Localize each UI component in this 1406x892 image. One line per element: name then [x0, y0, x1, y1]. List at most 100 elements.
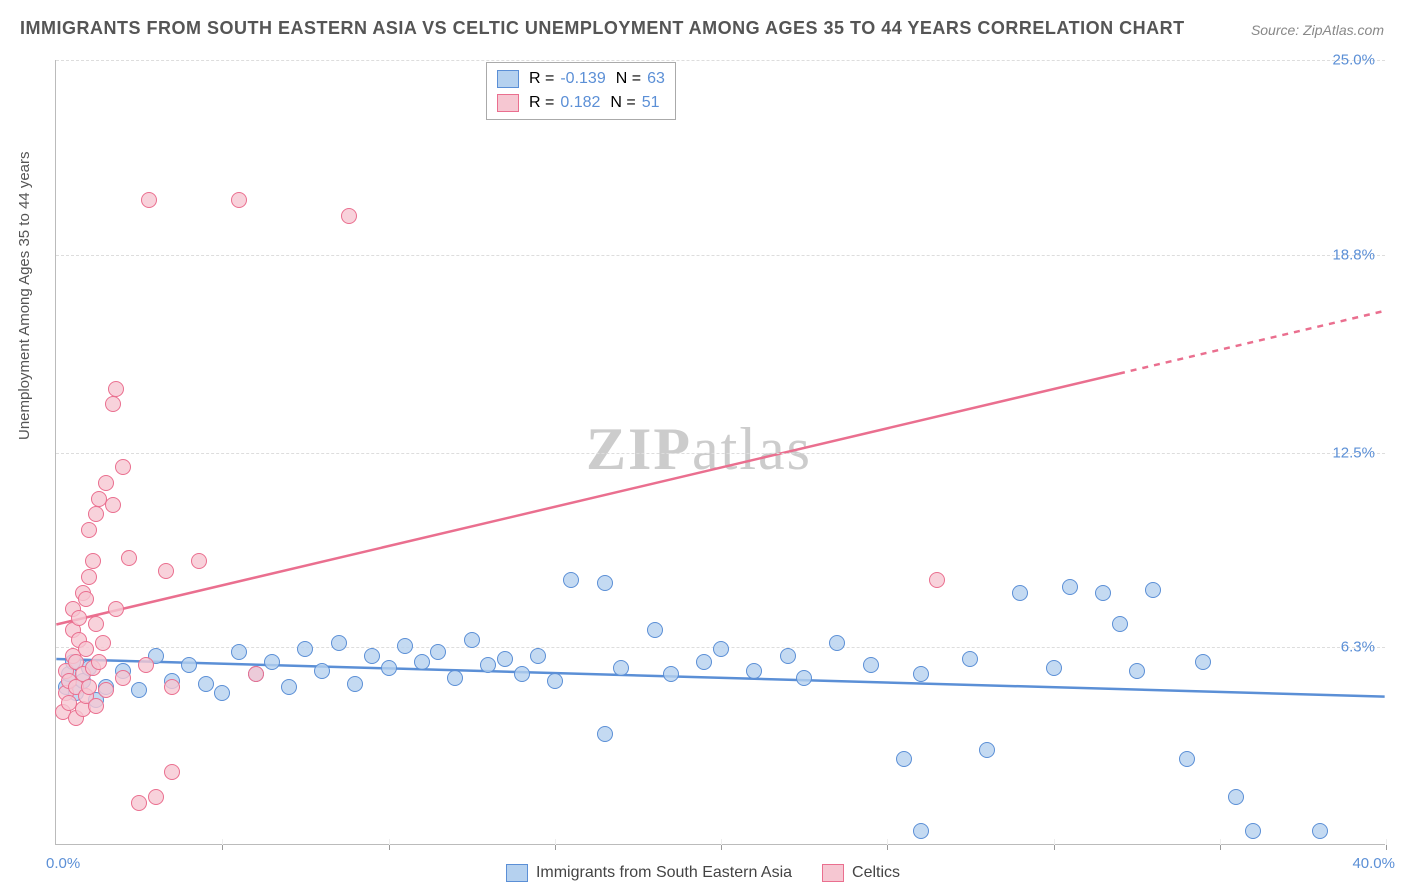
blue-point [796, 670, 812, 686]
gridline-v [721, 839, 722, 845]
pink-point [98, 475, 114, 491]
chart-title: IMMIGRANTS FROM SOUTH EASTERN ASIA VS CE… [20, 18, 1185, 39]
gridline-h [56, 60, 1385, 61]
pink-point [88, 698, 104, 714]
gridline-h [56, 453, 1385, 454]
blue-point [597, 726, 613, 742]
y-tick-label: 12.5% [1332, 444, 1375, 461]
pink-point [231, 192, 247, 208]
pink-point [121, 550, 137, 566]
swatch-blue [497, 70, 519, 88]
gridline-h [56, 255, 1385, 256]
blue-point [430, 644, 446, 660]
pink-point [248, 666, 264, 682]
gridline-v [1054, 839, 1055, 845]
swatch-blue [506, 864, 528, 882]
pink-point [91, 654, 107, 670]
blue-point [397, 638, 413, 654]
pink-point [78, 591, 94, 607]
gridline-v [1220, 839, 1221, 845]
gridline-v [555, 839, 556, 845]
pink-point [141, 192, 157, 208]
blue-point [913, 666, 929, 682]
blue-point [514, 666, 530, 682]
y-axis-label: Unemployment Among Ages 35 to 44 years [16, 151, 33, 440]
pink-point [95, 635, 111, 651]
pink-point [105, 396, 121, 412]
blue-point [1129, 663, 1145, 679]
blue-point [780, 648, 796, 664]
blue-point [231, 644, 247, 660]
blue-point [480, 657, 496, 673]
pink-point [164, 679, 180, 695]
pink-point [138, 657, 154, 673]
source-attribution: Source: ZipAtlas.com [1251, 22, 1384, 38]
blue-point [464, 632, 480, 648]
pink-point [148, 789, 164, 805]
pink-point [191, 553, 207, 569]
pink-point [88, 506, 104, 522]
blue-point [214, 685, 230, 701]
legend-row-blue: R =-0.139 N =63 [497, 67, 665, 91]
blue-point [1046, 660, 1062, 676]
gridline-v [1386, 839, 1387, 845]
blue-point [647, 622, 663, 638]
blue-point [1062, 579, 1078, 595]
blue-point [331, 635, 347, 651]
blue-point [979, 742, 995, 758]
legend-item-blue: Immigrants from South Eastern Asia [506, 864, 792, 882]
pink-point [929, 572, 945, 588]
blue-point [281, 679, 297, 695]
y-tick-label: 18.8% [1332, 246, 1375, 263]
blue-point [530, 648, 546, 664]
legend-item-pink: Celtics [822, 864, 900, 882]
pink-point [71, 610, 87, 626]
gridline-v [389, 839, 390, 845]
y-tick-label: 25.0% [1332, 52, 1375, 69]
blue-point [1245, 823, 1261, 839]
pink-point [158, 563, 174, 579]
blue-point [1112, 616, 1128, 632]
blue-point [563, 572, 579, 588]
blue-point [746, 663, 762, 679]
watermark: ZIPatlas [586, 415, 812, 484]
blue-point [447, 670, 463, 686]
blue-point [131, 682, 147, 698]
pink-point [98, 682, 114, 698]
plot-area: ZIPatlas R =-0.139 N =63 R =0.182 N =51 … [55, 60, 1385, 845]
blue-point [829, 635, 845, 651]
pink-point [164, 764, 180, 780]
blue-point [913, 823, 929, 839]
pink-point [81, 679, 97, 695]
pink-point [81, 522, 97, 538]
blue-point [863, 657, 879, 673]
blue-point [414, 654, 430, 670]
blue-point [1195, 654, 1211, 670]
blue-point [1095, 585, 1111, 601]
series-legend: Immigrants from South Eastern Asia Celti… [0, 864, 1406, 882]
blue-point [381, 660, 397, 676]
blue-point [1312, 823, 1328, 839]
blue-point [264, 654, 280, 670]
correlation-legend: R =-0.139 N =63 R =0.182 N =51 [486, 62, 676, 120]
swatch-pink [822, 864, 844, 882]
blue-point [1179, 751, 1195, 767]
blue-point [297, 641, 313, 657]
pink-point [341, 208, 357, 224]
gridline-v [887, 839, 888, 845]
legend-label: Celtics [852, 864, 900, 882]
legend-row-pink: R =0.182 N =51 [497, 91, 665, 115]
blue-point [696, 654, 712, 670]
blue-point [962, 651, 978, 667]
y-tick-label: 6.3% [1341, 639, 1375, 656]
pink-point [115, 459, 131, 475]
pink-point [115, 670, 131, 686]
blue-point [896, 751, 912, 767]
blue-point [1228, 789, 1244, 805]
blue-point [713, 641, 729, 657]
blue-point [198, 676, 214, 692]
legend-label: Immigrants from South Eastern Asia [536, 864, 792, 882]
blue-point [364, 648, 380, 664]
gridline-v [222, 839, 223, 845]
blue-point [314, 663, 330, 679]
